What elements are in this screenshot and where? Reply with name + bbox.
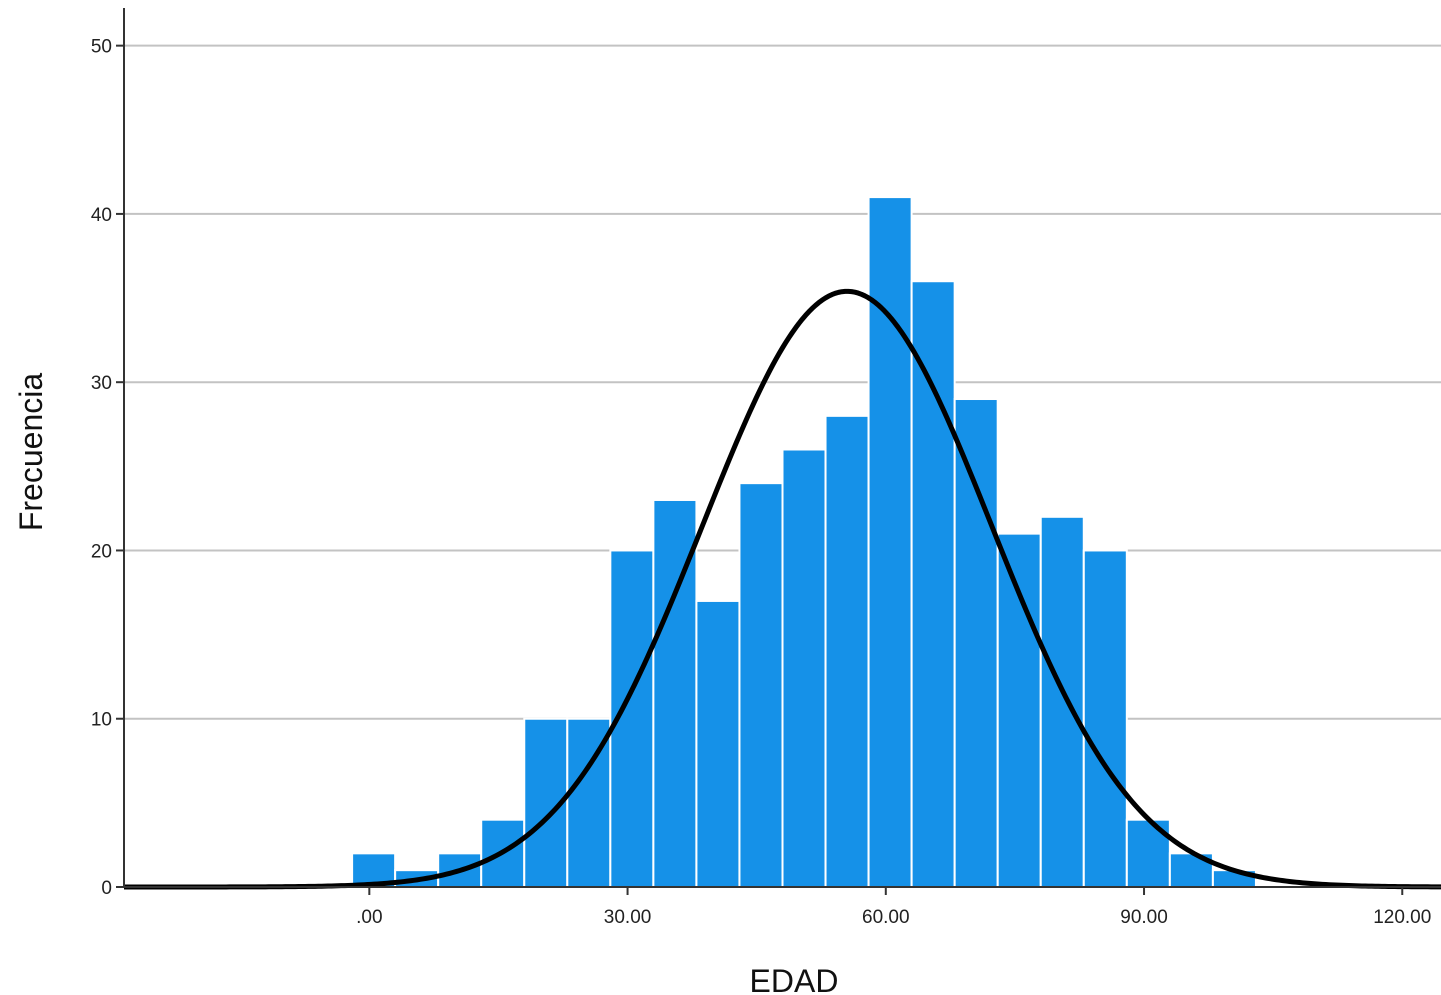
y-axis-ticks: 0 10 20 30 40 50	[91, 37, 124, 899]
histogram-bar	[738, 482, 784, 888]
histogram-bar	[996, 532, 1042, 889]
x-axis-ticks: .00 30.00 60.00 90.00 120.00	[356, 887, 1431, 928]
x-axis-title: EDAD	[750, 963, 839, 995]
histogram-bar	[910, 280, 956, 888]
x-tick-label: 120.00	[1373, 907, 1431, 928]
histogram-bars	[351, 196, 1257, 889]
histogram-bar	[781, 448, 827, 888]
y-tick-label: 0	[101, 878, 112, 899]
histogram-bar	[695, 599, 741, 888]
y-tick-label: 30	[91, 373, 112, 394]
y-tick-label: 10	[91, 710, 112, 731]
x-tick-label: 60.00	[862, 907, 910, 928]
gridlines	[124, 44, 1441, 720]
histogram-bar	[953, 398, 999, 888]
histogram-bar	[824, 414, 870, 888]
y-axis-title: Frecuencia	[13, 373, 49, 532]
normal-curve	[124, 288, 1441, 890]
x-tick-label: .00	[356, 907, 382, 928]
x-tick-label: 30.00	[604, 907, 652, 928]
x-tick-label: 90.00	[1120, 907, 1168, 928]
y-tick-label: 40	[91, 205, 112, 226]
histogram-bar	[1039, 515, 1085, 888]
y-tick-label: 50	[91, 37, 112, 58]
histogram-bar	[1082, 549, 1128, 888]
y-tick-label: 20	[91, 541, 112, 562]
